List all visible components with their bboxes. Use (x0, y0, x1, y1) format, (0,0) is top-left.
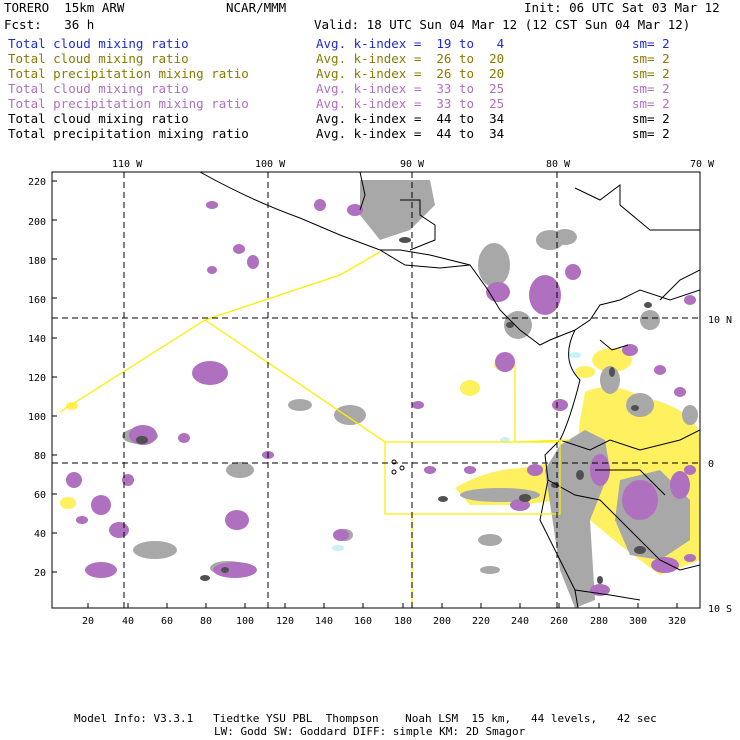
x-tick-label: 140 (315, 616, 333, 627)
legend-sm: sm= 2 (632, 66, 670, 81)
legend-field: Total precipitation mixing ratio (8, 66, 249, 81)
legend-field: Total cloud mixing ratio (8, 111, 189, 126)
lon-label: 70 W (690, 159, 715, 170)
x-tick-label: 120 (276, 616, 294, 627)
init-time: Init: 06 UTC Sat 03 Mar 12 (524, 0, 720, 15)
y-tick-label: 140 (28, 334, 46, 345)
lon-label: 90 W (400, 159, 425, 170)
forecast-hour: Fcst: 36 h (4, 17, 95, 32)
x-tick-label: 280 (590, 616, 608, 627)
x-tick-label: 180 (394, 616, 412, 627)
x-tick-label: 100 (236, 616, 254, 627)
y-tick-label: 60 (34, 490, 46, 501)
legend-sm: sm= 2 (632, 111, 670, 126)
x-tick-label: 160 (354, 616, 372, 627)
legend-field: Total cloud mixing ratio (8, 81, 189, 96)
legend-sm: sm= 2 (632, 51, 670, 66)
legend-kindex: Avg. k-index = 26 to 20 (316, 66, 505, 81)
lat-label: 10 S (708, 604, 732, 615)
outline-polygon (59, 251, 571, 608)
x-tick-marks (87, 603, 678, 608)
x-axis-labels: 20 40 60 80 100 120 140 160 180 200 220 … (82, 616, 686, 627)
y-tick-label: 40 (34, 529, 46, 540)
organization: NCAR/MMM (226, 0, 287, 15)
x-tick-label: 300 (629, 616, 647, 627)
legend-kindex: Avg. k-index = 33 to 25 (316, 96, 505, 111)
legend-kindex: Avg. k-index = 44 to 34 (316, 126, 505, 141)
y-tick-marks (52, 180, 57, 573)
lon-label: 110 W (112, 159, 143, 170)
valid-time: Valid: 18 UTC Sun 04 Mar 12 (12 CST Sun … (314, 17, 691, 32)
legend-sm: sm= 2 (632, 96, 670, 111)
x-tick-label: 200 (433, 616, 451, 627)
y-tick-label: 120 (28, 373, 46, 384)
legend-field: Total precipitation mixing ratio (8, 126, 249, 141)
dark-core-areas (136, 237, 652, 584)
x-tick-label: 240 (511, 616, 529, 627)
y-tick-label: 20 (34, 568, 46, 579)
x-tick-label: 80 (200, 616, 212, 627)
y-tick-label: 160 (28, 295, 46, 306)
map-frame (51, 171, 701, 609)
x-tick-label: 220 (472, 616, 490, 627)
physics-info: LW: Godd SW: Goddard DIFF: simple KM: 2D… (214, 725, 526, 738)
x-tick-label: 320 (668, 616, 686, 627)
legend-sm: sm= 2 (632, 126, 670, 141)
legend-kindex: Avg. k-index = 19 to 4 (316, 36, 505, 51)
legend-sm: sm= 2 (632, 81, 670, 96)
lat-lon-grid (52, 172, 700, 608)
lat-label: 0 (708, 459, 714, 470)
legend-kindex: Avg. k-index = 33 to 25 (316, 81, 505, 96)
x-tick-label: 20 (82, 616, 94, 627)
coastlines (199, 172, 700, 608)
y-tick-label: 80 (34, 451, 46, 462)
x-tick-label: 260 (550, 616, 568, 627)
lon-label: 80 W (546, 159, 571, 170)
lat-label: 10 N (708, 315, 732, 326)
legend-kindex: Avg. k-index = 44 to 34 (316, 111, 505, 126)
legend-field: Total precipitation mixing ratio (8, 96, 249, 111)
map-fields (52, 172, 700, 608)
legend-kindex: Avg. k-index = 26 to 20 (316, 51, 505, 66)
model-info: Model Info: V3.3.1 Tiedtke YSU PBL Thomp… (74, 712, 657, 725)
x-tick-label: 60 (161, 616, 173, 627)
y-axis-labels: 220 200 180 160 140 120 100 80 60 40 20 (28, 177, 46, 579)
legend-field: Total cloud mixing ratio (8, 36, 189, 51)
y-tick-label: 220 (28, 177, 46, 188)
y-tick-label: 180 (28, 256, 46, 267)
y-tick-label: 100 (28, 412, 46, 423)
purple-precip-areas (66, 199, 696, 596)
x-tick-label: 40 (122, 616, 134, 627)
lon-label: 100 W (255, 159, 286, 170)
y-tick-label: 200 (28, 217, 46, 228)
legend-field: Total cloud mixing ratio (8, 51, 189, 66)
model-name: TORERO 15km ARW (4, 0, 125, 15)
legend-sm: sm= 2 (632, 36, 670, 51)
